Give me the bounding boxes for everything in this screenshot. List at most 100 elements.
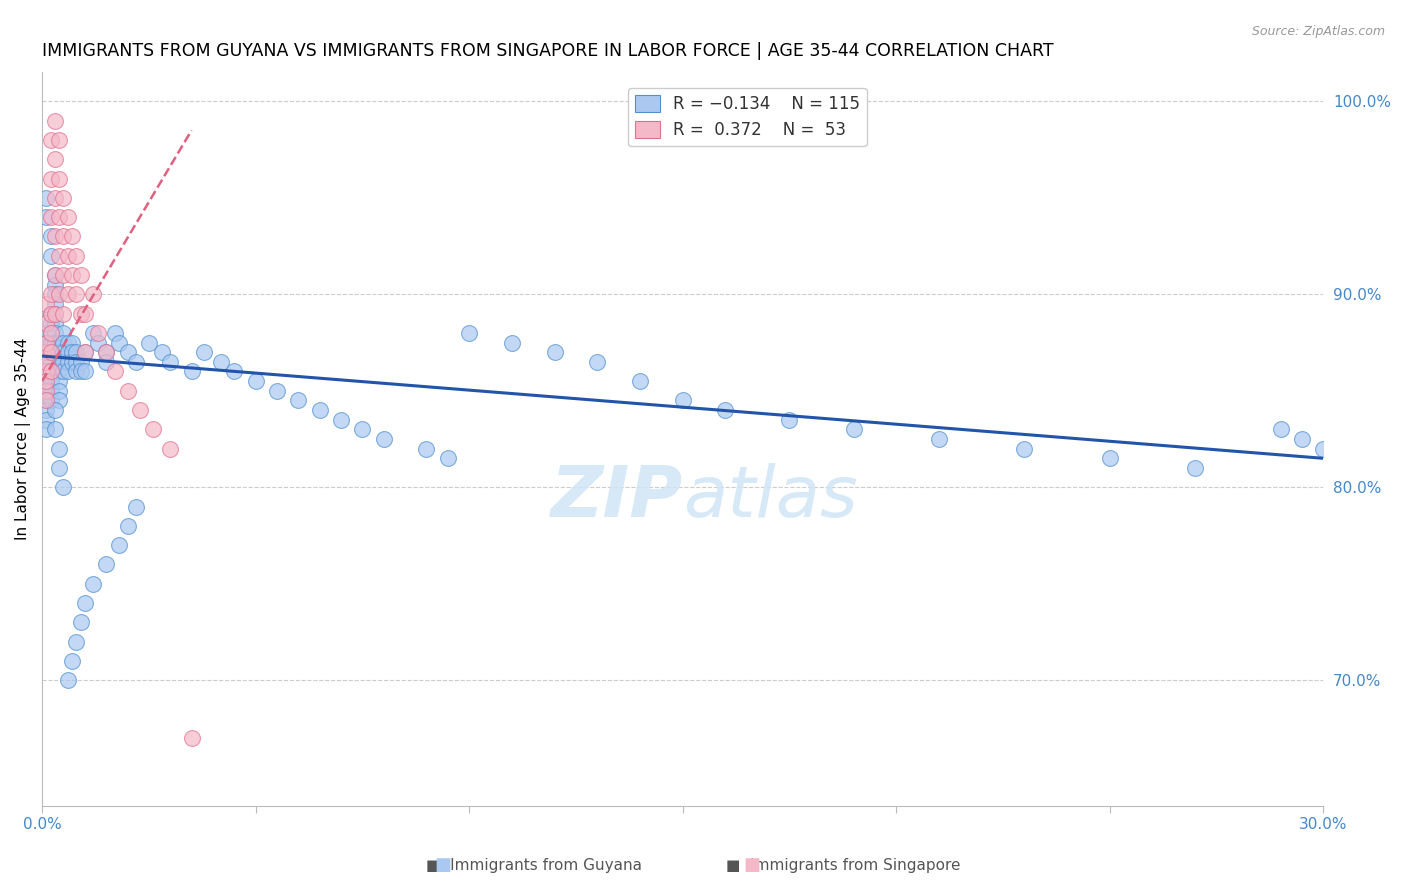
- Point: [35, 374, 58, 388]
- Text: ■  Immigrants from Singapore: ■ Immigrants from Singapore: [727, 858, 960, 872]
- Point: [44, 326, 66, 340]
- Point: [56, 355, 79, 369]
- Point: [44, 268, 66, 282]
- Point: [96, 558, 118, 572]
- Point: [48, 355, 70, 369]
- Point: [56, 287, 79, 301]
- Point: [56, 335, 79, 350]
- Point: [104, 326, 127, 340]
- Point: [44, 113, 66, 128]
- Point: [138, 335, 160, 350]
- Point: [48, 393, 70, 408]
- Point: [56, 249, 79, 263]
- Point: [39, 393, 62, 408]
- Point: [35, 326, 58, 340]
- Point: [125, 500, 148, 514]
- Point: [543, 345, 565, 359]
- Point: [628, 374, 651, 388]
- Point: [35, 364, 58, 378]
- Point: [60, 355, 83, 369]
- Text: ■: ■: [744, 855, 761, 873]
- Point: [52, 268, 75, 282]
- Point: [39, 307, 62, 321]
- Point: [117, 384, 139, 398]
- Point: [35, 413, 58, 427]
- Point: [39, 335, 62, 350]
- Point: [35, 191, 58, 205]
- Point: [82, 287, 104, 301]
- Point: [35, 374, 58, 388]
- Point: [586, 355, 609, 369]
- Point: [142, 422, 165, 436]
- Point: [44, 287, 66, 301]
- Point: [108, 335, 131, 350]
- Point: [73, 596, 96, 610]
- Point: [73, 364, 96, 378]
- Point: [56, 673, 79, 688]
- Point: [501, 335, 523, 350]
- Point: [44, 277, 66, 292]
- Point: [48, 249, 70, 263]
- Point: [159, 442, 181, 456]
- Point: [69, 615, 91, 630]
- Point: [44, 297, 66, 311]
- Point: [35, 335, 58, 350]
- Point: [39, 355, 62, 369]
- Point: [125, 355, 148, 369]
- Point: [48, 171, 70, 186]
- Point: [96, 355, 118, 369]
- Point: [73, 307, 96, 321]
- Point: [39, 210, 62, 224]
- Point: [48, 210, 70, 224]
- Point: [35, 364, 58, 378]
- Point: [44, 153, 66, 167]
- Point: [48, 384, 70, 398]
- Point: [44, 191, 66, 205]
- Text: IMMIGRANTS FROM GUYANA VS IMMIGRANTS FROM SINGAPORE IN LABOR FORCE | AGE 35-44 C: IMMIGRANTS FROM GUYANA VS IMMIGRANTS FRO…: [42, 42, 1053, 60]
- Point: [245, 374, 267, 388]
- Point: [714, 403, 737, 417]
- Point: [39, 384, 62, 398]
- Point: [193, 345, 215, 359]
- Point: [150, 345, 173, 359]
- Point: [44, 335, 66, 350]
- Y-axis label: In Labor Force | Age 35-44: In Labor Force | Age 35-44: [15, 338, 31, 541]
- Point: [44, 422, 66, 436]
- Point: [65, 249, 87, 263]
- Point: [415, 442, 437, 456]
- Point: [52, 326, 75, 340]
- Point: [104, 364, 127, 378]
- Point: [60, 335, 83, 350]
- Point: [39, 307, 62, 321]
- Point: [35, 210, 58, 224]
- Point: [35, 384, 58, 398]
- Point: [1312, 442, 1334, 456]
- Point: [39, 229, 62, 244]
- Point: [437, 451, 460, 466]
- Point: [39, 287, 62, 301]
- Point: [56, 364, 79, 378]
- Point: [224, 364, 246, 378]
- Point: [52, 355, 75, 369]
- Point: [108, 538, 131, 552]
- Point: [73, 345, 96, 359]
- Point: [48, 133, 70, 147]
- Point: [60, 268, 83, 282]
- Point: [39, 133, 62, 147]
- Point: [39, 364, 62, 378]
- Point: [65, 355, 87, 369]
- Point: [69, 364, 91, 378]
- Point: [117, 518, 139, 533]
- Point: [52, 364, 75, 378]
- Point: [842, 422, 865, 436]
- Point: [56, 345, 79, 359]
- Point: [96, 345, 118, 359]
- Point: [56, 210, 79, 224]
- Point: [35, 297, 58, 311]
- Text: ■: ■: [434, 855, 451, 873]
- Point: [39, 249, 62, 263]
- Point: [352, 422, 374, 436]
- Point: [48, 345, 70, 359]
- Point: [65, 345, 87, 359]
- Point: [86, 335, 108, 350]
